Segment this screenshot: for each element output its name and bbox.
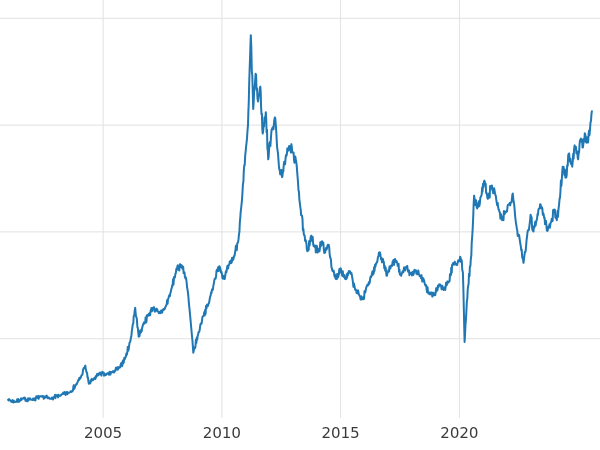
y-gridlines (0, 17, 600, 340)
x-tick-label: 2015 (322, 424, 360, 442)
x-gridlines (102, 0, 460, 418)
series-group (7, 34, 593, 404)
x-tick-label: 2010 (203, 424, 241, 442)
x-tick-label: 2005 (84, 424, 122, 442)
x-axis-tick-labels: 2005 2010 2015 2020 (84, 424, 478, 442)
x-tick-label: 2020 (440, 424, 478, 442)
price-line-series (7, 34, 593, 404)
